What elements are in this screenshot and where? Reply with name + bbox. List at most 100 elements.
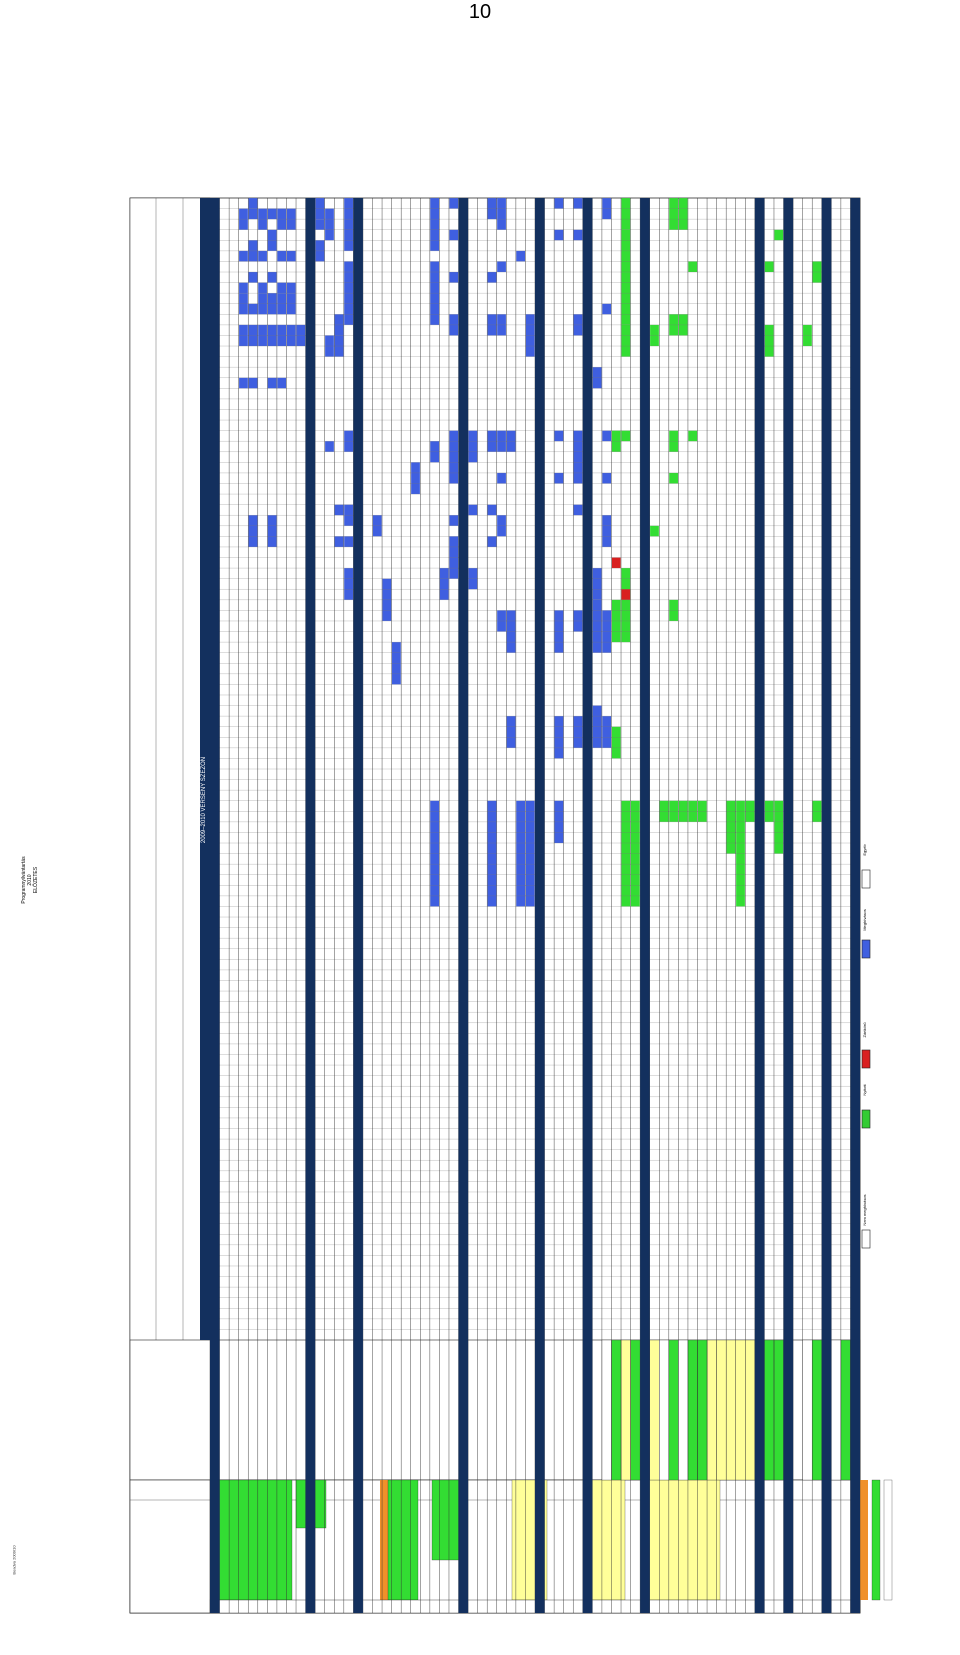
- event-block-blue: [334, 536, 344, 547]
- event-block-blue: [573, 229, 583, 241]
- legend-swatch: [861, 1109, 871, 1129]
- event-block-red: [611, 557, 621, 569]
- row-header-cell: [831, 1339, 842, 1481]
- event-block-blue: [277, 282, 287, 294]
- row-header-cell: [706, 1339, 717, 1481]
- section-separator: [783, 198, 794, 1613]
- event-block-blue: [602, 430, 612, 442]
- section-separator: [353, 198, 363, 1613]
- event-block-blue: [573, 716, 583, 748]
- row-header-cell: [764, 1339, 775, 1481]
- legend-label: Meghívásos: [862, 909, 867, 931]
- event-block-green: [621, 272, 631, 325]
- event-block-green: [669, 198, 678, 230]
- row-header-cell: [649, 1339, 660, 1481]
- event-block-blue: [487, 272, 497, 283]
- event-block-blue: [239, 282, 248, 294]
- event-block-blue: [248, 515, 258, 547]
- event-block-blue: [258, 250, 267, 262]
- category-strips: [209, 1479, 893, 1601]
- event-block-blue: [239, 250, 248, 262]
- event-block-blue: [573, 198, 583, 209]
- event-block-blue: [602, 472, 612, 484]
- event-block-green: [669, 472, 678, 484]
- event-block-blue: [449, 198, 459, 209]
- event-block-green: [774, 229, 784, 241]
- legend-label: Zártkörű: [862, 1022, 867, 1038]
- legend: Nem meghívásos Nyitott Zártkörű Meghívásos E…: [861, 844, 871, 1249]
- event-block-green: [774, 800, 784, 854]
- event-block-blue: [248, 377, 258, 389]
- event-block-blue: [344, 568, 353, 600]
- row-header-cell: [735, 1339, 746, 1481]
- event-block-blue: [487, 504, 497, 516]
- event-block-green: [764, 324, 774, 357]
- row-header-cell: [630, 1339, 641, 1481]
- event-block-blue: [468, 504, 478, 516]
- event-block-blue: [334, 504, 344, 516]
- event-block-blue: [592, 568, 602, 600]
- event-block-blue: [344, 198, 353, 251]
- event-block-blue: [602, 303, 612, 315]
- row-header-cell: [716, 1339, 727, 1481]
- season-banner-text: 2009–2010 VERSENY SZEZON: [201, 757, 207, 843]
- legend-swatch: [861, 869, 871, 889]
- event-block-green: [621, 324, 631, 357]
- section-separator: [210, 198, 220, 1613]
- legend-swatch: [861, 1229, 871, 1249]
- event-block-blue: [277, 377, 287, 389]
- section-separator: [640, 198, 650, 1613]
- event-block-blue: [554, 472, 564, 484]
- event-block-blue: [248, 303, 258, 315]
- event-block-blue: [449, 515, 459, 526]
- row-header-cell: [601, 1339, 612, 1481]
- event-block-green: [611, 726, 621, 759]
- legend-swatch: [861, 939, 871, 959]
- section-separator: [305, 198, 316, 1613]
- section-separator: [821, 198, 832, 1613]
- row-header-cell: [773, 1339, 784, 1481]
- row-header-cell: [802, 1339, 813, 1481]
- row-header-cell: [840, 1339, 851, 1481]
- event-block-green: [726, 800, 736, 854]
- event-block-blue: [449, 229, 459, 241]
- row-header-cell: [659, 1339, 669, 1481]
- row-header-cell: [668, 1339, 679, 1481]
- event-block-blue: [286, 282, 296, 294]
- event-block-blue: [248, 198, 258, 209]
- event-block-green: [764, 261, 774, 273]
- row-header-cell: [678, 1339, 689, 1481]
- event-block-blue: [573, 504, 583, 516]
- event-block-blue: [497, 198, 506, 230]
- event-block-blue: [315, 219, 325, 230]
- row-header-cell: [697, 1339, 708, 1481]
- event-block-red: [621, 589, 631, 600]
- event-block-blue: [411, 462, 420, 495]
- event-block-blue: [248, 208, 258, 220]
- event-block-green: [650, 525, 659, 537]
- event-block-blue: [573, 430, 583, 484]
- event-block-blue: [325, 441, 334, 452]
- event-block-green: [621, 430, 631, 442]
- event-block-green: [621, 568, 631, 600]
- season-banner: 2009–2010 VERSENY SZEZON: [200, 198, 210, 1340]
- legend-label: Nem meghívásos: [862, 1194, 867, 1225]
- event-block-blue: [344, 536, 353, 547]
- page-number: 10: [468, 1, 492, 23]
- event-block-blue: [248, 272, 258, 283]
- event-block-blue: [602, 515, 612, 547]
- event-block-blue: [267, 208, 277, 220]
- row-header-cell: [620, 1339, 631, 1481]
- event-block-blue: [267, 377, 277, 389]
- event-block-blue: [506, 716, 516, 748]
- row-header-cell: [611, 1339, 622, 1481]
- row-header-cell: [745, 1339, 756, 1481]
- event-block-green: [621, 198, 631, 230]
- row-header-cell: [726, 1339, 736, 1481]
- section-separator: [458, 198, 469, 1613]
- legend-label: Nyitott: [862, 1083, 867, 1095]
- section-separator: [582, 198, 593, 1613]
- event-block-blue: [516, 250, 526, 262]
- event-block-blue: [592, 599, 602, 653]
- section-separator: [535, 198, 545, 1613]
